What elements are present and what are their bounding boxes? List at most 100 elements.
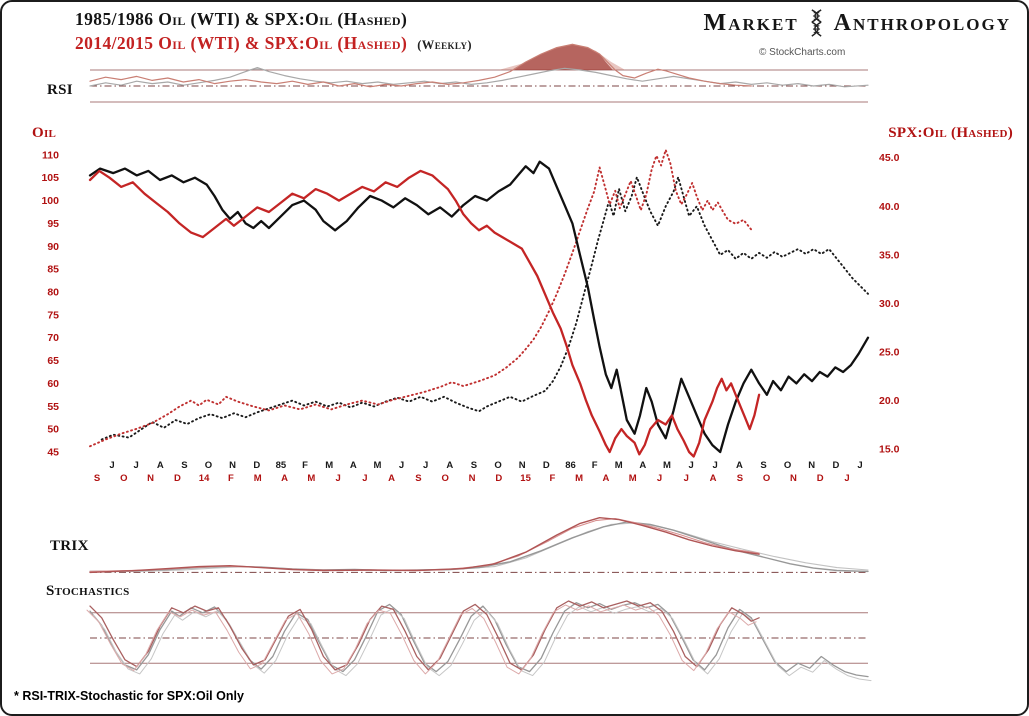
footnote: * RSI-TRIX-Stochastic for SPX:Oil Only xyxy=(14,689,244,703)
month-label: A xyxy=(710,473,717,484)
month-label: J xyxy=(423,460,428,471)
month-label: D xyxy=(543,460,550,471)
month-label: D xyxy=(832,460,839,471)
month-label: O xyxy=(494,460,501,471)
main-tick-left: 65 xyxy=(47,355,59,367)
month-label: O xyxy=(442,473,449,484)
left-axis-title: Oil xyxy=(32,125,57,141)
month-label: S xyxy=(415,473,421,484)
month-label: J xyxy=(133,460,138,471)
month-label: J xyxy=(362,473,367,484)
month-label: S xyxy=(471,460,477,471)
main-tick-left: 110 xyxy=(42,149,59,161)
logo-word-anthropology: Anthropology xyxy=(833,9,1011,36)
trix-panel xyxy=(89,516,869,574)
main-tick-left: 80 xyxy=(47,287,59,299)
main-tick-left: 50 xyxy=(47,424,59,436)
logo-word-market: Market xyxy=(703,9,799,36)
oil-2014 xyxy=(88,169,761,458)
stoch-1985-signal xyxy=(92,606,872,682)
month-label: F xyxy=(302,460,308,471)
month-label: M xyxy=(325,460,333,471)
rsi-2014 xyxy=(89,43,752,88)
month-label: N xyxy=(229,460,236,471)
month-label: S xyxy=(181,460,187,471)
month-label: J xyxy=(857,460,862,471)
month-label: O xyxy=(784,460,791,471)
title-weekly: (Weekly) xyxy=(417,38,472,52)
stochastics-panel xyxy=(86,600,872,682)
month-label: S xyxy=(94,473,100,484)
main-tick-left: 60 xyxy=(47,378,59,390)
month-label: A xyxy=(639,460,646,471)
month-label: M xyxy=(615,460,623,471)
rsi-label: RSI xyxy=(47,82,73,98)
main-price-panel: 110 105 100 95 90 85 80 75 70 65 60 55 50 45 45.0 40.0 3… xyxy=(41,148,900,484)
month-label: N xyxy=(147,473,154,484)
title-2014-text: 2014/2015 Oil (WTI) & SPX:Oil (Hashed) xyxy=(75,33,408,53)
main-tick-right: 45.0 xyxy=(879,152,900,164)
month-label: 15 xyxy=(520,473,531,484)
main-tick-right: 30.0 xyxy=(879,298,900,310)
month-label: 14 xyxy=(199,473,210,484)
month-label: N xyxy=(519,460,526,471)
main-tick-right: 20.0 xyxy=(879,395,900,407)
trix-1985-signal xyxy=(89,522,869,573)
month-label: M xyxy=(254,473,262,484)
rsi-1985 xyxy=(89,67,869,88)
month-label: A xyxy=(350,460,357,471)
main-tick-left: 70 xyxy=(47,332,59,344)
oil-1985 xyxy=(88,160,870,454)
month-label: D xyxy=(174,473,181,484)
month-label: N xyxy=(469,473,476,484)
month-label: A xyxy=(446,460,453,471)
brand-logo: Market Anthropology xyxy=(704,9,1011,37)
month-label: J xyxy=(109,460,114,471)
month-label: D xyxy=(253,460,260,471)
month-label: J xyxy=(657,473,662,484)
month-label: O xyxy=(205,460,212,471)
main-tick-right: 35.0 xyxy=(879,249,900,261)
month-label: M xyxy=(575,473,583,484)
month-label: O xyxy=(120,473,127,484)
stoch-2014-signal xyxy=(86,604,757,675)
main-tick-left: 100 xyxy=(41,195,59,207)
month-label: A xyxy=(281,473,288,484)
main-tick-left: 105 xyxy=(41,172,59,184)
right-axis-title: SPX:Oil (Hashed) xyxy=(888,125,1013,141)
month-label: S xyxy=(760,460,766,471)
main-tick-left: 90 xyxy=(47,241,59,253)
month-label: M xyxy=(629,473,637,484)
month-label: S xyxy=(737,473,743,484)
main-tick-left: 85 xyxy=(47,264,59,276)
month-label: 85 xyxy=(276,460,287,471)
rsi-fill-dark xyxy=(514,44,613,70)
month-label: J xyxy=(684,473,689,484)
month-label: D xyxy=(817,473,824,484)
month-label: F xyxy=(549,473,555,484)
trix-label: TRIX xyxy=(50,538,89,554)
month-label: J xyxy=(844,473,849,484)
month-label: A xyxy=(388,473,395,484)
month-label: A xyxy=(602,473,609,484)
stochastics-label: Stochastics xyxy=(46,583,130,599)
month-label: O xyxy=(763,473,770,484)
main-tick-left: 55 xyxy=(47,401,59,413)
spxoil-2014-hashed xyxy=(89,148,753,448)
month-label: J xyxy=(713,460,718,471)
month-label: M xyxy=(307,473,315,484)
month-label: M xyxy=(373,460,381,471)
trix-1985 xyxy=(89,521,869,573)
copyright: © StockCharts.com xyxy=(759,47,846,58)
month-label: N xyxy=(790,473,797,484)
main-tick-left: 45 xyxy=(47,447,59,459)
main-tick-left: 75 xyxy=(47,309,59,321)
month-label: F xyxy=(592,460,598,471)
month-label: 86 xyxy=(565,460,576,471)
month-label: F xyxy=(228,473,234,484)
month-label: J xyxy=(688,460,693,471)
main-tick-left: 95 xyxy=(47,218,59,230)
month-label: D xyxy=(495,473,502,484)
spxoil-1985-hashed xyxy=(100,176,869,441)
month-label: J xyxy=(335,473,340,484)
